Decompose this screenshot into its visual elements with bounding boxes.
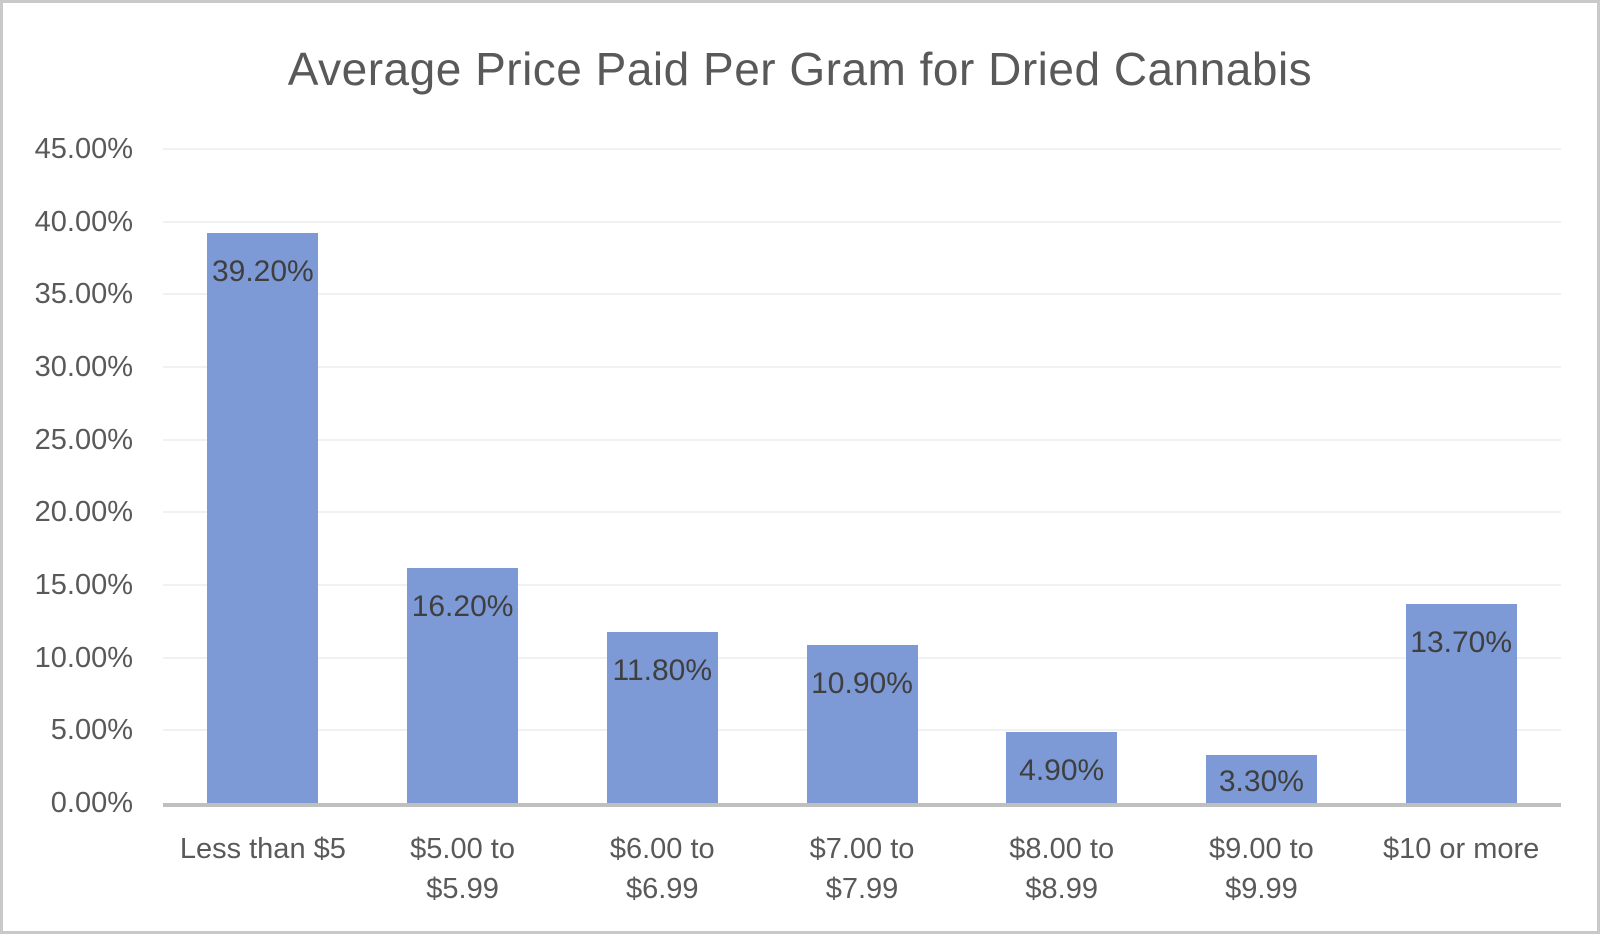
gridline <box>163 148 1561 150</box>
gridline <box>163 584 1561 586</box>
bar-value-label: 11.80% <box>612 653 713 687</box>
gridline <box>163 293 1561 296</box>
gridline <box>163 220 1561 223</box>
y-axis-tick-label: 40.00% <box>34 205 133 238</box>
bar-3 <box>806 644 918 803</box>
y-axis-tick-label: 45.00% <box>34 133 133 165</box>
bar-5 <box>1205 755 1317 803</box>
y-axis-tick-label: 20.00% <box>34 496 133 529</box>
y-axis-tick-label: 15.00% <box>34 569 133 601</box>
y-axis-tick-label: 25.00% <box>34 423 133 456</box>
y-axis-tick-label: 30.00% <box>34 351 133 383</box>
x-axis-category-label: Less than $5 <box>179 833 346 865</box>
gridline <box>163 438 1561 441</box>
bar-1 <box>407 567 519 803</box>
x-axis-category-label: $7.00 to $7.99 <box>809 833 915 905</box>
y-axis-tick-label: 5.00% <box>50 714 133 747</box>
bar-value-label: 10.90% <box>811 666 913 700</box>
x-axis-category-label: $10 or more <box>1382 833 1540 865</box>
bar-value-label: 39.20% <box>211 255 314 289</box>
gridline <box>163 511 1561 514</box>
x-axis-category-label: $8.00 to $8.99 <box>1009 833 1115 905</box>
bar-value-label: 4.90% <box>1019 753 1105 787</box>
y-axis-tick-label: 0.00% <box>50 787 133 819</box>
plot-area: 0.00% 5.00% 10.00% 15.00% 20.00% 25.00% 30.00%… <box>3 3 1600 937</box>
bar-value-label: 16.20% <box>411 589 514 623</box>
bar-0 <box>207 233 319 803</box>
bar-value-label: 13.70% <box>1410 625 1513 659</box>
bar-2 <box>606 631 718 803</box>
x-axis-category-label: $6.00 to $6.99 <box>609 833 715 905</box>
x-axis-category-label: $5.00 to $5.99 <box>410 833 515 905</box>
y-axis-tick-label: 35.00% <box>34 278 133 311</box>
x-axis-line <box>163 803 1561 807</box>
bar-6 <box>1405 603 1517 803</box>
chart-title: Average Price Paid Per Gram for Dried Ca… <box>287 43 1313 95</box>
x-axis-category-label: $9.00 to $9.99 <box>1209 833 1314 905</box>
bar-value-label: 3.30% <box>1218 765 1304 798</box>
bar-4 <box>1006 731 1118 803</box>
gridline <box>163 366 1561 368</box>
y-axis-tick-label: 10.00% <box>34 641 133 674</box>
